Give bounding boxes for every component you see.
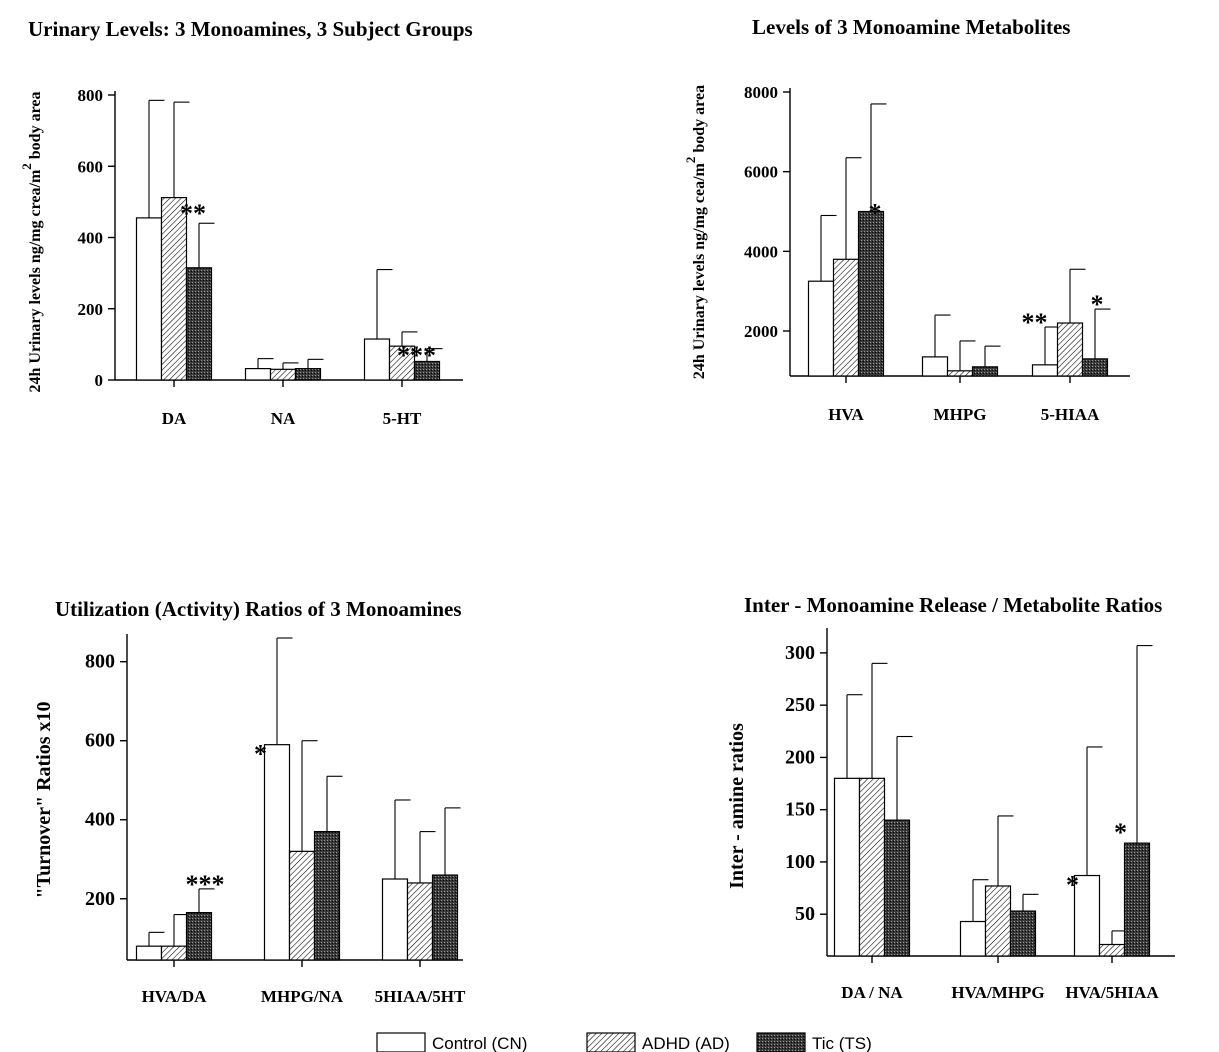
y-tick-label: 400 — [85, 809, 115, 831]
bar-adhd-dana — [858, 777, 886, 957]
chart-title: Utilization (Activity) Ratios of 3 Monoa… — [55, 597, 462, 621]
x-tick-label: HVA/DA — [142, 987, 208, 1006]
x-tick-label: HVA/MHPG — [951, 983, 1044, 1002]
y-tick-label: 250 — [785, 694, 815, 716]
bar-control-5hiaa5ht — [381, 878, 409, 961]
bar-control-hva5hiaa — [1073, 874, 1101, 957]
bar-tic-mhpg — [971, 366, 999, 377]
x-tick-label: 5-HIAA — [1041, 405, 1100, 424]
significance-marker: * — [869, 198, 882, 227]
chart-panel-monoamines: Urinary Levels: 3 Monoamines, 3 Subject … — [19, 17, 473, 428]
x-tick-label: MHPG/NA — [261, 987, 344, 1006]
bar-tic-hvada — [185, 911, 213, 961]
significance-marker: ** — [1022, 308, 1048, 337]
y-tick-label: 600 — [78, 157, 104, 176]
y-axis-label: Inter - amine ratios — [726, 723, 748, 889]
x-tick-label: DA — [162, 409, 187, 428]
bar-tic-hvamhpg — [1009, 910, 1037, 957]
bar-control-mhpg — [921, 356, 949, 377]
chart-panel-turnover-ratios: Utilization (Activity) Ratios of 3 Monoa… — [33, 597, 466, 1006]
significance-marker: * — [254, 740, 267, 769]
bar-control-mhpgna — [263, 744, 291, 961]
y-tick-label: 8000 — [744, 83, 778, 102]
x-tick-label: 5-HT — [383, 409, 422, 428]
bar-control-5hiaa — [1031, 364, 1059, 377]
bar-adhd-mhpgna — [288, 850, 316, 961]
significance-marker: * — [1066, 871, 1079, 900]
bar-tic-na — [294, 368, 322, 381]
y-tick-label: 800 — [85, 651, 115, 673]
y-tick-label: 100 — [785, 851, 815, 873]
y-tick-label: 6000 — [744, 163, 778, 182]
legend-swatch-adhd — [586, 1032, 636, 1052]
bar-control-hvada — [135, 945, 163, 961]
legend-label-control: Control (CN) — [432, 1034, 527, 1052]
chart-title: Urinary Levels: 3 Monoamines, 3 Subject … — [28, 17, 473, 41]
x-tick-label: NA — [271, 409, 296, 428]
plot-area: 50 100 150 200 250 300 DA / NA HVA/MHPG HVA/5HIA… — [785, 628, 1175, 1002]
bar-tic-5hiaa — [1081, 358, 1109, 377]
y-tick-label: 150 — [785, 799, 815, 821]
bar-control-hvamhpg — [959, 920, 987, 957]
y-tick-label: 4000 — [744, 242, 778, 261]
y-tick-label: 0 — [95, 371, 104, 390]
significance-marker: *** — [186, 870, 225, 899]
y-axis-label: "Turnover" Ratios x10 — [33, 701, 55, 898]
bar-adhd-na — [269, 368, 297, 381]
y-tick-label: 200 — [785, 746, 815, 768]
legend-label-adhd: ADHD (AD) — [642, 1034, 730, 1052]
chart-panel-metabolites: Levels of 3 Monoamine Metabolites 24h Ur… — [683, 15, 1130, 424]
x-tick-label: HVA — [828, 405, 864, 424]
y-axis-label: 24h Urinary levels ng/mg cea/m2 body are… — [683, 85, 708, 379]
chart-title: Inter - Monoamine Release / Metabolite R… — [744, 593, 1162, 617]
bar-adhd-da — [160, 197, 188, 381]
bar-tic-da — [185, 267, 213, 381]
bar-tic-hva — [857, 210, 885, 377]
x-tick-label: MHPG — [934, 405, 987, 424]
bar-adhd-5hiaa — [1056, 322, 1084, 377]
y-tick-label: 400 — [78, 229, 104, 248]
legend: Control (CN) ADHD (AD) Tic (TS) — [376, 1032, 872, 1052]
bar-adhd-5hiaa5ht — [406, 882, 434, 961]
y-axis-label: 24h Urinary levels ng/mg crea/m2 body ar… — [19, 92, 44, 393]
x-tick-label: DA / NA — [841, 983, 903, 1002]
bar-adhd-hva5hiaa — [1098, 943, 1126, 957]
y-tick-label: 200 — [78, 300, 104, 319]
significance-marker: * — [1091, 290, 1104, 319]
chart-title: Levels of 3 Monoamine Metabolites — [752, 15, 1070, 39]
bar-control-da — [135, 217, 163, 381]
bar-adhd-5ht — [388, 345, 416, 381]
bar-control-dana — [833, 777, 861, 957]
significance-marker: ** — [180, 199, 206, 228]
legend-swatch-control — [376, 1032, 426, 1052]
bar-control-5ht — [363, 338, 391, 381]
significance-marker: *** — [397, 341, 436, 370]
bar-tic-dana — [883, 819, 911, 957]
x-tick-label: HVA/5HIAA — [1065, 983, 1159, 1002]
bar-control-na — [244, 368, 272, 381]
y-tick-label: 2000 — [744, 322, 778, 341]
y-tick-label: 50 — [795, 903, 815, 925]
bar-adhd-hvada — [160, 945, 188, 961]
bar-adhd-hva — [832, 258, 860, 377]
y-tick-label: 200 — [85, 888, 115, 910]
bar-tic-hva5hiaa — [1123, 842, 1151, 957]
bar-tic-5hiaa5ht — [431, 874, 459, 961]
y-tick-label: 600 — [85, 730, 115, 752]
bar-tic-mhpgna — [313, 830, 341, 961]
legend-swatch-tic — [756, 1032, 806, 1052]
significance-marker: * — [1114, 818, 1127, 847]
legend-label-tic: Tic (TS) — [812, 1034, 872, 1052]
chart-panel-inter-amine-ratios: Inter - Monoamine Release / Metabolite R… — [726, 593, 1175, 1002]
y-tick-label: 300 — [785, 642, 815, 664]
x-tick-label: 5HIAA/5HT — [375, 987, 466, 1006]
bar-adhd-hvamhpg — [984, 885, 1012, 957]
y-tick-label: 800 — [78, 86, 104, 105]
bar-adhd-mhpg — [946, 370, 974, 377]
bar-control-hva — [807, 280, 835, 377]
